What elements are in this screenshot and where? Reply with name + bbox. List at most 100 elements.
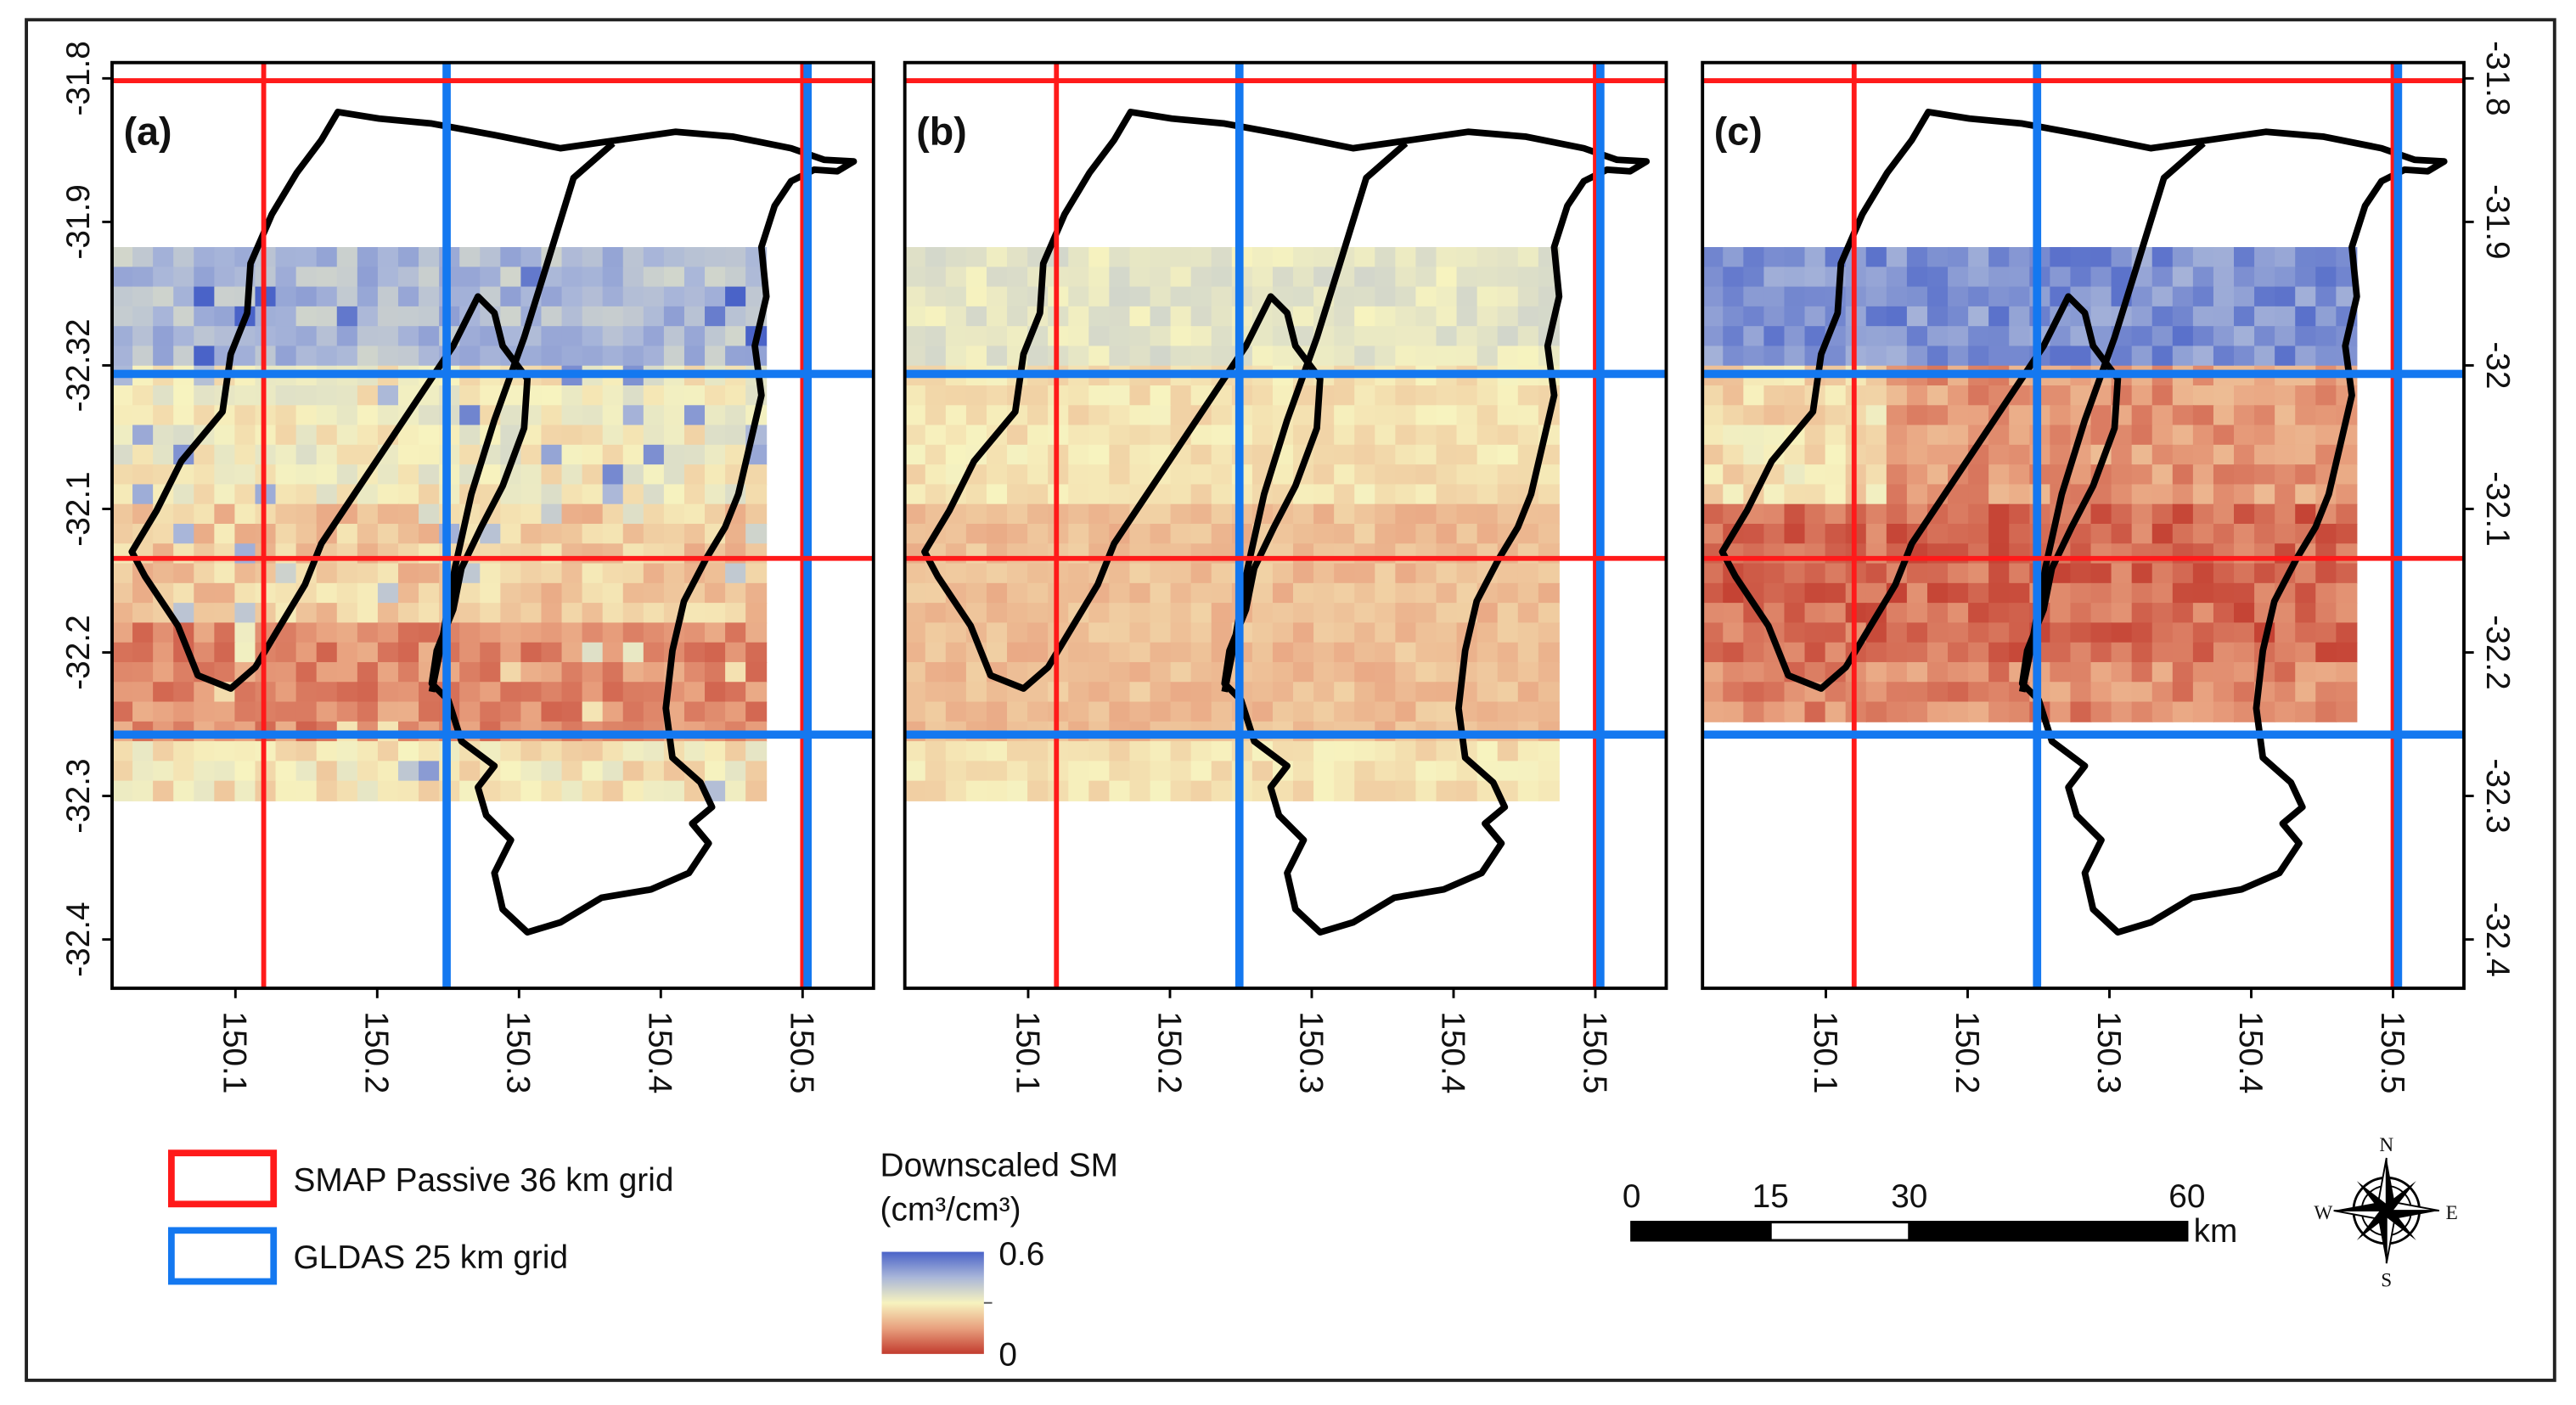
raster-cell (357, 642, 379, 663)
raster-cell (705, 306, 727, 328)
raster-cell (1825, 543, 1847, 565)
raster-cell (194, 563, 216, 584)
raster-cell (2315, 247, 2337, 268)
raster-cell (582, 503, 604, 525)
raster-cell (1334, 306, 1356, 328)
raster-cell (945, 424, 967, 446)
raster-cell (745, 484, 768, 505)
raster-cell (622, 603, 644, 624)
raster-cell (1190, 761, 1212, 782)
raster-cell (1476, 622, 1499, 643)
raster-cell (459, 424, 481, 446)
raster-cell (622, 503, 644, 525)
y-tick-label: -32.4 (2479, 902, 2516, 976)
raster-cell (683, 346, 706, 367)
raster-cell (194, 385, 216, 407)
raster-cell (1886, 424, 1908, 446)
raster-cell (945, 741, 967, 762)
raster-cell (1068, 642, 1090, 663)
raster-cell (397, 326, 420, 347)
raster-cell (1497, 661, 1519, 683)
raster-cell (582, 523, 604, 545)
raster-cell (1395, 267, 1417, 288)
raster-cell (945, 761, 967, 782)
raster-cell (1743, 424, 1765, 446)
raster-cell (2213, 286, 2235, 307)
raster-cell (1436, 543, 1458, 565)
raster-cell (1211, 523, 1233, 545)
raster-cell (1415, 543, 1437, 565)
raster-cell (2090, 306, 2112, 328)
raster-cell (1456, 503, 1478, 525)
raster-cell (1497, 761, 1519, 782)
raster-cell (336, 464, 358, 486)
raster-cell (745, 464, 768, 486)
raster-cell (965, 523, 987, 545)
raster-cell (622, 405, 644, 426)
raster-cell (194, 444, 216, 466)
legend-label: GLDAS 25 km grid (294, 1239, 569, 1276)
raster-cell (1190, 622, 1212, 643)
raster-cell (1517, 267, 1539, 288)
raster-cell (1088, 444, 1111, 466)
raster-cell (500, 661, 522, 683)
raster-cell (1375, 543, 1397, 565)
raster-cell (2009, 622, 2031, 643)
raster-cell (1007, 642, 1029, 663)
raster-cell (1702, 603, 1724, 624)
raster-cell (2295, 267, 2317, 288)
raster-cell (663, 484, 685, 505)
raster-cell (561, 306, 583, 328)
raster-cell (561, 346, 583, 367)
raster-cell (643, 682, 665, 703)
raster-cell (173, 424, 195, 446)
raster-cell (2254, 503, 2276, 525)
raster-cell (986, 582, 1009, 604)
raster-cell (1538, 603, 1560, 624)
raster-cell (2192, 326, 2214, 347)
raster-cell (1948, 405, 1970, 426)
raster-cell (1723, 247, 1745, 268)
raster-cell (1497, 484, 1519, 505)
raster-cell (1027, 424, 1049, 446)
raster-cell (2172, 444, 2194, 466)
raster-cell (500, 405, 522, 426)
raster-cell (1190, 661, 1212, 683)
raster-cell (173, 267, 195, 288)
raster-cell (2151, 484, 2174, 505)
raster-cell (153, 267, 175, 288)
raster-cell (1926, 701, 1949, 722)
raster-cell (377, 267, 399, 288)
raster-cell (2131, 543, 2153, 565)
raster-cell (2315, 523, 2337, 545)
raster-cell (1375, 563, 1397, 584)
raster-cell (1007, 247, 1029, 268)
raster-cell (1456, 444, 1478, 466)
raster-cell (1476, 267, 1499, 288)
raster-cell (1804, 306, 1826, 328)
raster-cell (1007, 603, 1029, 624)
raster-cell (111, 761, 134, 782)
raster-cell (419, 761, 441, 782)
raster-cell (2254, 424, 2276, 446)
raster-cell (1068, 247, 1090, 268)
raster-cell (1476, 306, 1499, 328)
raster-cell (173, 682, 195, 703)
raster-cell (602, 247, 624, 268)
raster-cell (2234, 267, 2256, 288)
raster-cell (1170, 582, 1192, 604)
raster-cell (1804, 622, 1826, 643)
raster-cell (1190, 267, 1212, 288)
raster-cell (1068, 780, 1090, 801)
raster-cell (1170, 622, 1192, 643)
raster-cell (1313, 484, 1336, 505)
raster-cell (1476, 503, 1499, 525)
raster-cell (2111, 603, 2133, 624)
raster-cell (111, 523, 134, 545)
map-panel: (c)150.1 150.2 150.3 150.4 150.5 (1701, 60, 2466, 1093)
raster-cell (214, 582, 236, 604)
raster-cell (1968, 267, 1990, 288)
raster-cell (1784, 444, 1806, 466)
raster-cell (1948, 306, 1970, 328)
raster-cell (336, 780, 358, 801)
